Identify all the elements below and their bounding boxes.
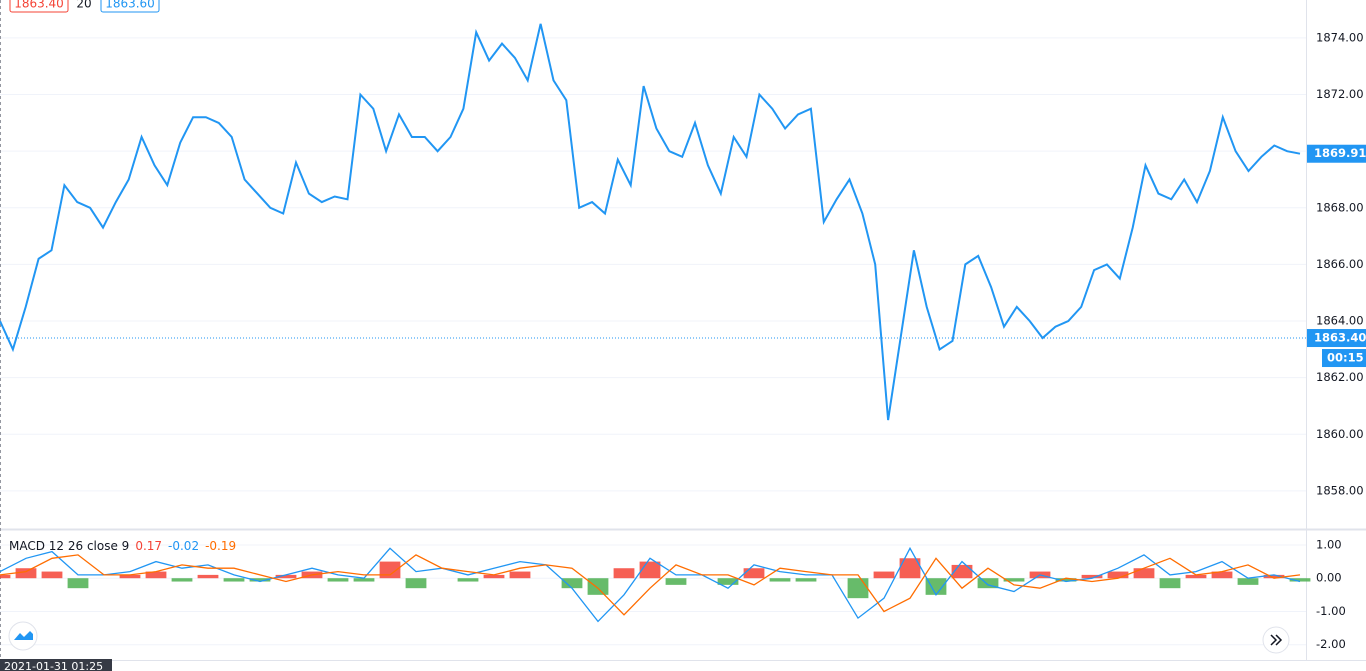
logo-icon[interactable] — [14, 631, 33, 640]
histogram-bar — [197, 574, 219, 579]
histogram-bar — [41, 571, 63, 579]
logo-button[interactable] — [8, 621, 38, 651]
price-label: 1863.40 — [1314, 331, 1366, 345]
histogram-bar — [925, 578, 947, 595]
histogram-bar — [67, 578, 89, 589]
y-tick-label: 1864.00 — [1316, 314, 1364, 328]
y-tick-label: -2.00 — [1316, 637, 1346, 651]
indicator-value: -0.02 — [168, 539, 199, 553]
histogram-bar — [1107, 571, 1129, 579]
histogram-bar — [977, 578, 999, 589]
countdown-box — [1322, 349, 1366, 368]
histogram-bar — [1055, 578, 1077, 582]
price-label: 1869.91 — [1314, 146, 1366, 160]
histogram-bar — [15, 568, 37, 579]
histogram-bar — [1289, 578, 1311, 582]
ask: 1863.60 — [105, 0, 155, 11]
macd-line — [0, 554, 1301, 616]
histogram-bar — [613, 568, 635, 579]
histogram-bar — [639, 561, 661, 579]
histogram-bar — [1081, 574, 1103, 579]
histogram-bar — [171, 578, 193, 582]
histogram-bar — [847, 578, 869, 599]
y-tick-label: 1858.00 — [1316, 483, 1364, 497]
histogram-bar — [795, 578, 817, 582]
bid-box — [9, 0, 69, 13]
y-tick-label: 1.00 — [1316, 537, 1342, 551]
y-tick-label: 1866.00 — [1316, 257, 1364, 271]
histogram-bar — [1185, 574, 1207, 579]
histogram-bar — [1211, 571, 1233, 579]
y-tick-label: 0.00 — [1316, 571, 1342, 585]
price-label-box — [1307, 144, 1366, 163]
quote-box: 1863.40 20 1863.60 — [9, 0, 160, 13]
histogram-bar — [223, 578, 245, 582]
histogram-bar — [457, 578, 479, 582]
price-line — [0, 23, 1301, 421]
histogram-bar — [1263, 574, 1285, 579]
scroll-button[interactable] — [1262, 626, 1290, 654]
y-tick-label: -1.00 — [1316, 604, 1346, 618]
y-tick-label: 1874.00 — [1316, 30, 1364, 44]
y-tick-label: 1860.00 — [1316, 427, 1364, 441]
indicator-value: 0.17 — [135, 539, 162, 553]
time-label-box — [0, 659, 112, 671]
histogram-bar — [561, 578, 583, 589]
histogram-bar — [743, 568, 765, 579]
histogram-bar — [327, 578, 349, 582]
histogram-bar — [379, 561, 401, 579]
scroll-icon[interactable] — [1270, 634, 1283, 646]
histogram-bar — [483, 574, 505, 579]
histogram-bar — [405, 578, 427, 589]
histogram-bar — [145, 571, 167, 579]
histogram-bar — [353, 578, 375, 582]
y-tick-label: 1868.00 — [1316, 200, 1364, 214]
histogram-bar — [717, 578, 739, 585]
histogram-bar — [1159, 578, 1181, 589]
y-tick-label: 1862.00 — [1316, 370, 1364, 384]
histogram-bar — [0, 574, 11, 579]
ask-box — [100, 0, 160, 13]
countdown: 00:15 — [1327, 351, 1364, 365]
indicator-legend: MACD 12 26 close 9 0.17 -0.02 -0.19 — [9, 539, 236, 553]
histogram-bar — [665, 578, 687, 585]
histogram-bar — [587, 578, 609, 595]
histogram-bar — [769, 578, 791, 582]
histogram-bar — [1237, 578, 1259, 585]
indicator-value: -0.19 — [205, 539, 236, 553]
histogram-bar — [899, 558, 921, 579]
time-label: 2021-01-31 01:25 — [4, 660, 103, 671]
histogram-bar — [119, 574, 141, 579]
histogram-bar — [1003, 578, 1025, 582]
price-label-box — [1307, 329, 1366, 348]
histogram-bar — [1133, 568, 1155, 579]
histogram-bar — [275, 574, 297, 579]
histogram-bar — [249, 578, 271, 582]
histogram-bar — [509, 571, 531, 579]
macd-line — [0, 546, 1301, 623]
y-tick-label: 1872.00 — [1316, 87, 1364, 101]
bid: 1863.40 — [14, 0, 64, 11]
histogram-bar — [873, 571, 895, 579]
spread: 20 — [76, 0, 91, 11]
indicator-title: MACD 12 26 close 9 — [9, 539, 129, 553]
